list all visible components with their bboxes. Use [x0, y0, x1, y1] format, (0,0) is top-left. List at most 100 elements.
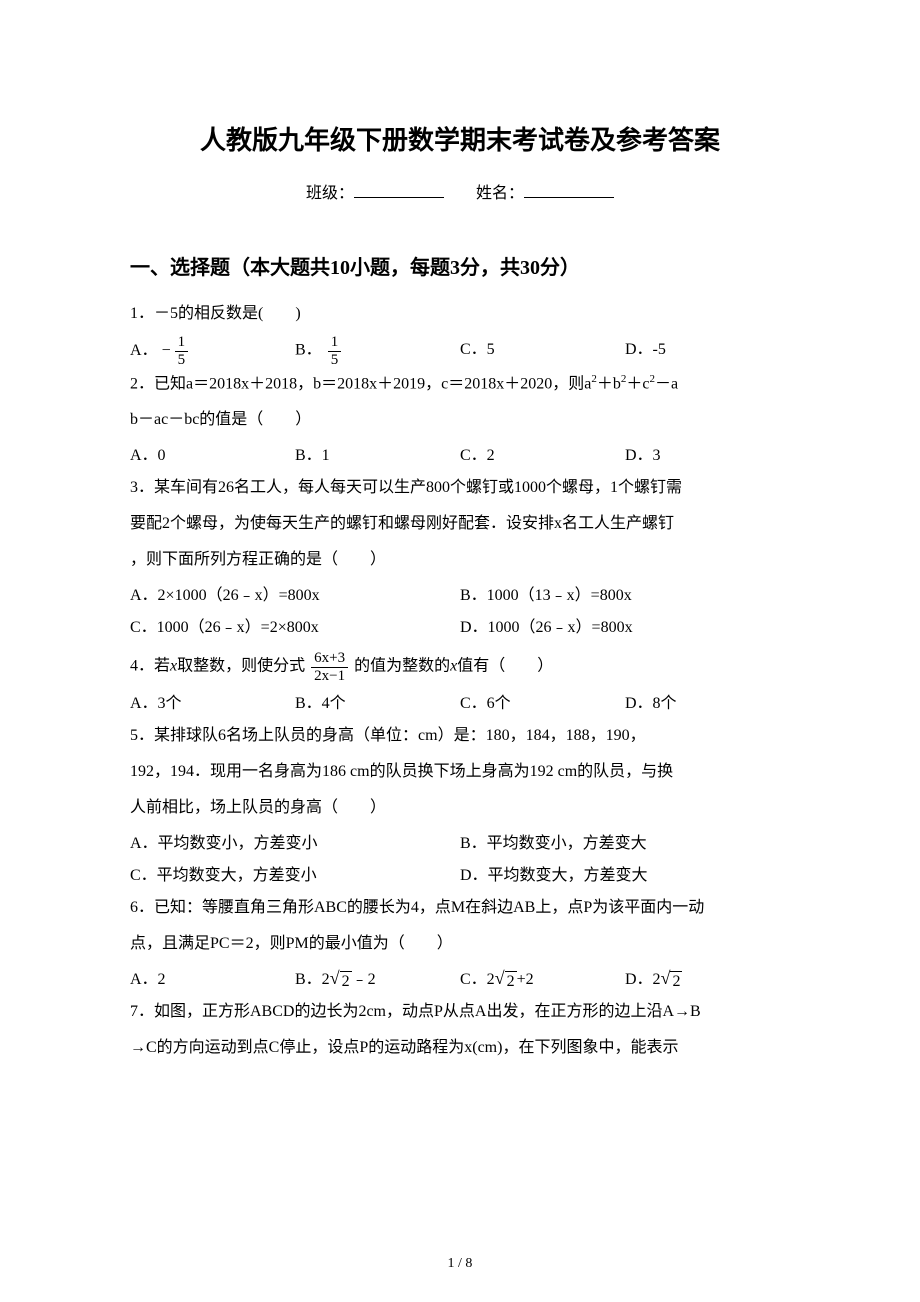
q4-a: 4．若 [130, 658, 170, 675]
q3-l3: ，则下面所列方程正确的是（ ） [130, 544, 790, 576]
q4-opt-a: A．3个 [130, 688, 295, 720]
q5-l2b: 194 [170, 763, 194, 780]
q1-b-pre: B． [295, 342, 322, 359]
q5-c5: ， [154, 763, 170, 780]
q1-a-frac: 15 [175, 334, 189, 368]
q2-stem2: b－ac－bc的值是（ ） [130, 404, 790, 436]
q4-opt-b: B．4个 [295, 688, 460, 720]
q5-cm: cm [418, 727, 438, 744]
q5-opt-c: C．平均数变大，方差变小 [130, 860, 460, 892]
q5-l2c: 现用一名身高为 [210, 763, 322, 780]
q5-l1: 5．某排球队6名场上队员的身高（单位：cm）是：180，184，188，190， [130, 720, 790, 752]
q1-a-pre: A． [130, 342, 158, 359]
q5-c1: ， [510, 727, 526, 744]
section-1-head: 一、选择题（本大题共10小题，每题3分，共30分） [130, 251, 790, 280]
q6-d-sqrt: √2 [661, 969, 683, 991]
q6-d-rad: 2 [670, 971, 682, 991]
q5-v3: 188 [566, 727, 590, 744]
q4-den: 2x−1 [311, 667, 348, 685]
q4-c: 的值为整数的 [354, 658, 450, 675]
q5-period: ． [194, 763, 210, 780]
q5-v2: 184 [526, 727, 550, 744]
q2-opt-b: B．1 [295, 440, 460, 472]
q5-h2: 192 cm [530, 763, 578, 780]
q1-b-den: 5 [328, 351, 342, 369]
q3-opt-d: D．1000（26﹣x）=800x [460, 612, 790, 644]
q2-l1c: ＋c [626, 375, 649, 392]
name-label: 姓名： [476, 185, 524, 202]
class-blank [354, 184, 444, 198]
q5-opt-d: D．平均数变大，方差变大 [460, 860, 790, 892]
q3-options: A．2×1000（26﹣x）=800x B．1000（13﹣x）=800x C．… [130, 580, 790, 644]
q2-l1d: －a [655, 375, 678, 392]
q4-options: A．3个 B．4个 C．6个 D．8个 [130, 688, 790, 720]
q6-c-suf: +2 [517, 971, 534, 988]
q7-l2: →C的方向运动到点C停止，设点P的运动路程为x(cm)，在下列图象中，能表示 [130, 1032, 790, 1064]
q7-l1: 7．如图，正方形ABCD的边长为2cm，动点P从点A出发，在正方形的边上沿A→B [130, 996, 790, 1028]
q2-l1b: ＋b [597, 375, 621, 392]
q6-b-sqrt: √2 [330, 969, 352, 991]
q4-d: 值有（ ） [457, 658, 553, 675]
q1-a-num: 1 [175, 334, 189, 351]
name-row: 班级： 姓名： [130, 179, 790, 203]
q5-l2: 192，194．现用一名身高为186 cm的队员换下场上身高为192 cm的队员… [130, 756, 790, 788]
q5-options: A．平均数变小，方差变小 B．平均数变小，方差变大 C．平均数变大，方差变小 D… [130, 828, 790, 892]
q5-opt-a: A．平均数变小，方差变小 [130, 828, 460, 860]
q1-options: A． −15 B． 15 C．5 D．-5 [130, 334, 790, 368]
q6-c-sqrt: √2 [495, 969, 517, 991]
radical-icon: √ [661, 969, 671, 987]
q5-h1: 186 cm [322, 763, 370, 780]
q4-stem: 4．若x取整数，则使分式 6x+32x−1 的值为整数的x值有（ ） [130, 650, 790, 684]
q3-opt-b: B．1000（13﹣x）=800x [460, 580, 790, 612]
q5-l2a: 192 [130, 763, 154, 780]
q6-c-pre: C．2 [460, 971, 495, 988]
q5-c4: ， [630, 727, 646, 744]
q6-b-pre: B．2 [295, 971, 330, 988]
q5-l1b: 名场上队员的身高（单位： [226, 727, 418, 744]
q6-d-pre: D．2 [625, 971, 661, 988]
q4-b: 取整数，则使分式 [177, 658, 305, 675]
q1-b-frac: 15 [328, 334, 342, 368]
radical-icon: √ [495, 969, 505, 987]
q5-opt-b: B．平均数变小，方差变大 [460, 828, 790, 860]
q6-l2: 点，且满足PC＝2，则PM的最小值为（ ） [130, 928, 790, 960]
q1-opt-d: D．-5 [625, 334, 790, 368]
q5-n6: 6 [218, 727, 226, 744]
q6-opt-c: C．2√2+2 [460, 964, 625, 996]
q5-c3: ， [590, 727, 606, 744]
q5-l1c: ）是： [438, 727, 486, 744]
q1-opt-c: C．5 [460, 334, 625, 368]
name-blank [524, 184, 614, 198]
class-label: 班级： [306, 185, 354, 202]
q2-opt-a: A．0 [130, 440, 295, 472]
q5-l2e: 的队员，与换 [577, 763, 673, 780]
q5-v1: 180 [486, 727, 510, 744]
q5-l2d: 的队员换下场上身高为 [370, 763, 530, 780]
q2-opt-c: C．2 [460, 440, 625, 472]
radical-icon: √ [330, 969, 340, 987]
q2-opt-d: D．3 [625, 440, 790, 472]
q3-l1: 3．某车间有26名工人，每人每天可以生产800个螺钉或1000个螺母，1个螺钉需 [130, 472, 790, 504]
q5-v4: 190 [606, 727, 630, 744]
q1-a-den: 5 [175, 351, 189, 369]
q4-num: 6x+3 [311, 650, 348, 667]
q6-b-rad: 2 [340, 971, 352, 991]
q6-opt-b: B．2√2﹣2 [295, 964, 460, 996]
q1-a-neg: − [162, 335, 171, 367]
page-footer: 1 / 8 [0, 1256, 920, 1272]
q2-l1a: 2．已知a＝2018x＋2018，b＝2018x＋2019，c＝2018x＋20… [130, 375, 591, 392]
q1-stem: 1．－5的相反数是( ) [130, 298, 790, 330]
q1-opt-a: A． −15 [130, 334, 295, 368]
q4-opt-d: D．8个 [625, 688, 790, 720]
q3-opt-a: A．2×1000（26﹣x）=800x [130, 580, 460, 612]
q3-l2: 要配2个螺母，为使每天生产的螺钉和螺母刚好配套．设安排x名工人生产螺钉 [130, 508, 790, 540]
q1-opt-b: B． 15 [295, 334, 460, 368]
q4-frac: 6x+32x−1 [311, 650, 348, 684]
q4-opt-c: C．6个 [460, 688, 625, 720]
q6-c-rad: 2 [505, 971, 517, 991]
q6-b-suf: ﹣2 [352, 971, 376, 988]
q6-options: A．2 B．2√2﹣2 C．2√2+2 D．2√2 [130, 964, 790, 996]
q3-opt-c: C．1000（26﹣x）=2×800x [130, 612, 460, 644]
q6-opt-a: A．2 [130, 964, 295, 996]
q2-stem: 2．已知a＝2018x＋2018，b＝2018x＋2019，c＝2018x＋20… [130, 368, 790, 400]
